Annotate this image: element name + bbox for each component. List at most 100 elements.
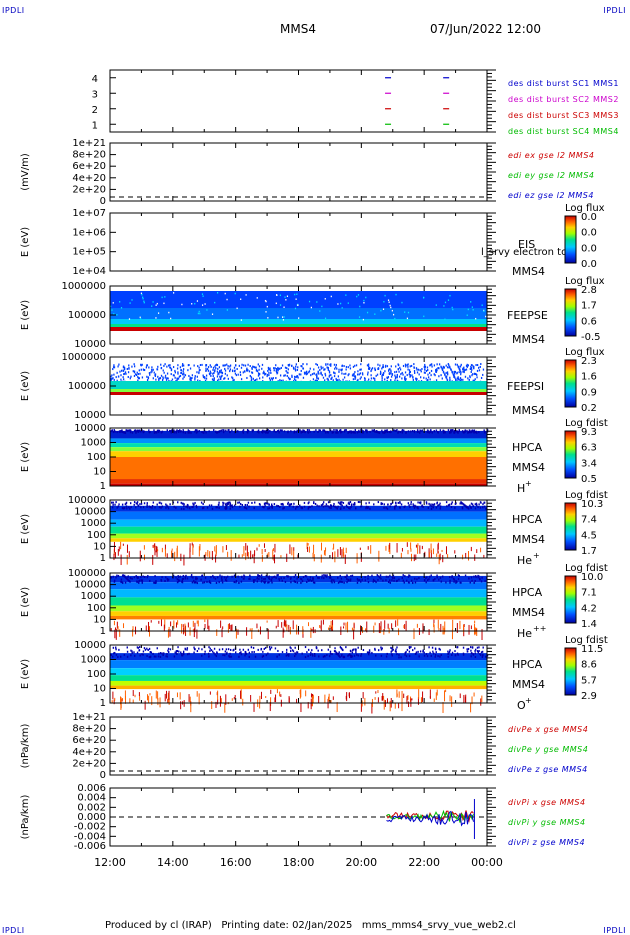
- noise-dot: [115, 627, 117, 630]
- noise-dot: [300, 581, 302, 584]
- noise-dot: [275, 370, 278, 373]
- noise-dot: [160, 579, 163, 582]
- noise-dot: [222, 626, 224, 629]
- noise-dot: [457, 574, 460, 577]
- noise-dot: [482, 646, 484, 649]
- noise-dot: [333, 543, 335, 549]
- noise-dot: [459, 377, 462, 380]
- noise-dot: [369, 366, 371, 369]
- noise-dot: [134, 429, 137, 432]
- noise-dot: [124, 581, 127, 584]
- noise-dot: [293, 378, 296, 381]
- noise-dot: [260, 574, 263, 577]
- noise-dot: [133, 429, 136, 432]
- noise-dot: [379, 372, 382, 375]
- noise-dot: [112, 575, 114, 578]
- noise-dot: [296, 651, 299, 654]
- noise-dot: [247, 429, 250, 432]
- noise-dot: [177, 372, 179, 375]
- noise-dot: [412, 503, 414, 506]
- noise-dot: [231, 376, 233, 379]
- noise-dot: [258, 368, 260, 371]
- noise-dot: [465, 368, 468, 371]
- noise-dot: [230, 550, 232, 561]
- noise-dot: [234, 372, 237, 375]
- noise-dot: [164, 363, 166, 366]
- noise-dot: [405, 620, 407, 632]
- noise-dot: [300, 431, 302, 434]
- noise-dot: [133, 503, 135, 506]
- noise-dot: [324, 655, 326, 658]
- noise-dot: [325, 503, 328, 506]
- noise-dot: [395, 580, 398, 583]
- hpca-spectrogram: [110, 574, 488, 641]
- noise-dot: [251, 371, 253, 374]
- noise-dot: [483, 554, 485, 559]
- noise-dot: [141, 581, 143, 584]
- noise-dot: [398, 653, 400, 656]
- y-tick-label: 1: [100, 698, 106, 709]
- noise-dot: [195, 504, 198, 507]
- noise-dot: [184, 648, 187, 651]
- noise-dot: [422, 628, 424, 632]
- noise-dot: [111, 700, 113, 703]
- y-tick-label: 0: [100, 770, 106, 781]
- noise-dot: [184, 374, 187, 377]
- noise-dot: [205, 374, 208, 377]
- noise-dot: [377, 649, 380, 652]
- noise-dot: [449, 376, 451, 379]
- noise-dot: [405, 655, 408, 658]
- hpca-spectrogram: [110, 646, 489, 714]
- noise-dot: [225, 648, 228, 651]
- noise-dot: [244, 650, 246, 653]
- noise-dot: [380, 371, 382, 374]
- noise-dot: [407, 311, 410, 314]
- y-axis-label: E (eV): [20, 587, 31, 617]
- noise-dot: [120, 578, 123, 581]
- noise-dot: [269, 379, 271, 382]
- noise-dot: [157, 429, 160, 432]
- noise-dot: [160, 366, 163, 369]
- noise-dot: [329, 363, 331, 366]
- noise-dot: [360, 363, 362, 366]
- noise-dot: [369, 430, 371, 433]
- y-tick-label: 1e+04: [72, 266, 106, 277]
- noise-dot: [413, 363, 415, 366]
- noise-dot: [207, 369, 210, 372]
- noise-dot: [383, 695, 385, 700]
- noise-dot: [473, 692, 475, 697]
- noise-dot: [277, 620, 279, 628]
- noise-dot: [290, 650, 292, 653]
- noise-dot: [165, 690, 167, 699]
- noise-dot: [255, 369, 258, 372]
- noise-dot: [346, 574, 348, 577]
- y-tick-label: 8e+20: [72, 724, 106, 735]
- noise-dot: [444, 621, 446, 633]
- noise-dot: [337, 303, 339, 305]
- noise-dot: [267, 502, 269, 505]
- noise-dot: [288, 504, 290, 507]
- noise-dot: [182, 430, 185, 433]
- noise-dot: [228, 431, 231, 434]
- noise-dot: [343, 430, 346, 433]
- noise-dot: [133, 365, 136, 368]
- noise-dot: [254, 579, 256, 582]
- y-tick-label: 2e+20: [72, 758, 106, 769]
- noise-dot: [456, 652, 459, 655]
- noise-dot: [295, 298, 297, 300]
- noise-dot: [171, 548, 173, 551]
- noise-dot: [483, 501, 485, 504]
- colorbar-title: Log fdist: [565, 418, 608, 429]
- noise-dot: [180, 369, 182, 372]
- noise-dot: [131, 651, 133, 654]
- noise-dot: [362, 627, 364, 634]
- noise-dot: [208, 655, 210, 658]
- noise-dot: [286, 295, 289, 298]
- panel-frame: [109, 142, 488, 202]
- noise-dot: [327, 368, 330, 371]
- noise-dot: [345, 365, 348, 368]
- noise-dot: [394, 374, 396, 377]
- noise-dot: [176, 545, 178, 557]
- noise-dot: [147, 574, 149, 577]
- noise-dot: [274, 697, 276, 703]
